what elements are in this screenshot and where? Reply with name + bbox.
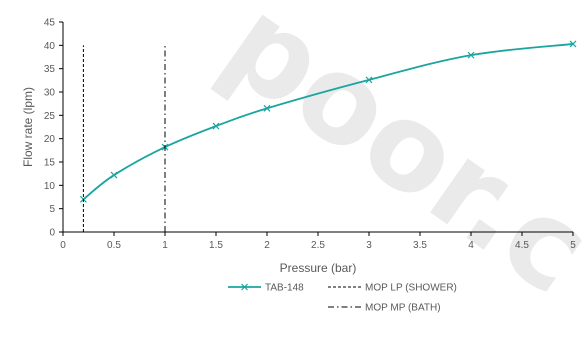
marker-stroke bbox=[241, 283, 248, 291]
x-tick-label: 1.5 bbox=[209, 240, 223, 251]
x-tick-label: 5 bbox=[570, 240, 576, 251]
y-tick-label: 30 bbox=[44, 88, 56, 99]
data-point-tab-148 bbox=[569, 40, 577, 48]
data-point-tab-148 bbox=[110, 171, 118, 179]
legend: TAB-148 MOP LP (SHOWER) MOP MP (BATH) bbox=[228, 283, 457, 314]
legend-item-mop-mp-bath: MOP MP (BATH) bbox=[328, 303, 441, 314]
legend-label: MOP LP (SHOWER) bbox=[365, 283, 457, 294]
marker-stroke bbox=[263, 104, 271, 112]
x-tick-label: 3.5 bbox=[413, 240, 427, 251]
y-tick-label: 20 bbox=[44, 134, 56, 145]
data-point-tab-148 bbox=[212, 122, 220, 130]
y-tick-label: 15 bbox=[44, 158, 56, 169]
legend-marker bbox=[241, 283, 248, 291]
marker-stroke bbox=[212, 122, 220, 130]
legend-label: MOP MP (BATH) bbox=[365, 303, 441, 314]
x-tick-label: 0 bbox=[60, 240, 66, 251]
chart-marks bbox=[79, 40, 577, 232]
x-tick-label: 4.5 bbox=[515, 240, 529, 251]
x-tick-label: 0.5 bbox=[107, 240, 121, 251]
x-tick-label: 2 bbox=[264, 240, 270, 251]
axes: 0 5 10 15 20 25 30 35 40 45 0 0.5 1 1.5 2 2.5 3 3.5 4 4.5 5 bbox=[44, 18, 576, 252]
marker-stroke bbox=[569, 40, 577, 48]
x-tick-label: 2.5 bbox=[311, 240, 325, 251]
y-tick-label: 0 bbox=[49, 228, 55, 239]
legend-item-mop-lp-shower: MOP LP (SHOWER) bbox=[328, 283, 457, 294]
marker-stroke bbox=[365, 76, 373, 84]
y-tick-label: 45 bbox=[44, 18, 56, 29]
x-tick-label: 4 bbox=[468, 240, 474, 251]
y-tick-label: 10 bbox=[44, 181, 56, 192]
x-axis-title: Pressure (bar) bbox=[280, 261, 357, 275]
marker-stroke bbox=[110, 171, 118, 179]
data-point-tab-148 bbox=[467, 51, 475, 59]
y-tick-label: 35 bbox=[44, 64, 56, 75]
y-axis-title: Flow rate (lpm) bbox=[21, 87, 35, 167]
x-tick-label: 1 bbox=[162, 240, 168, 251]
y-tick-label: 25 bbox=[44, 111, 56, 122]
y-tick-label: 5 bbox=[49, 204, 55, 215]
marker-stroke bbox=[467, 51, 475, 59]
legend-item-tab-148: TAB-148 bbox=[228, 283, 304, 294]
x-tick-label: 3 bbox=[366, 240, 372, 251]
legend-label: TAB-148 bbox=[265, 283, 304, 294]
data-point-tab-148 bbox=[263, 104, 271, 112]
data-point-tab-148 bbox=[365, 76, 373, 84]
y-tick-label: 40 bbox=[44, 41, 56, 52]
